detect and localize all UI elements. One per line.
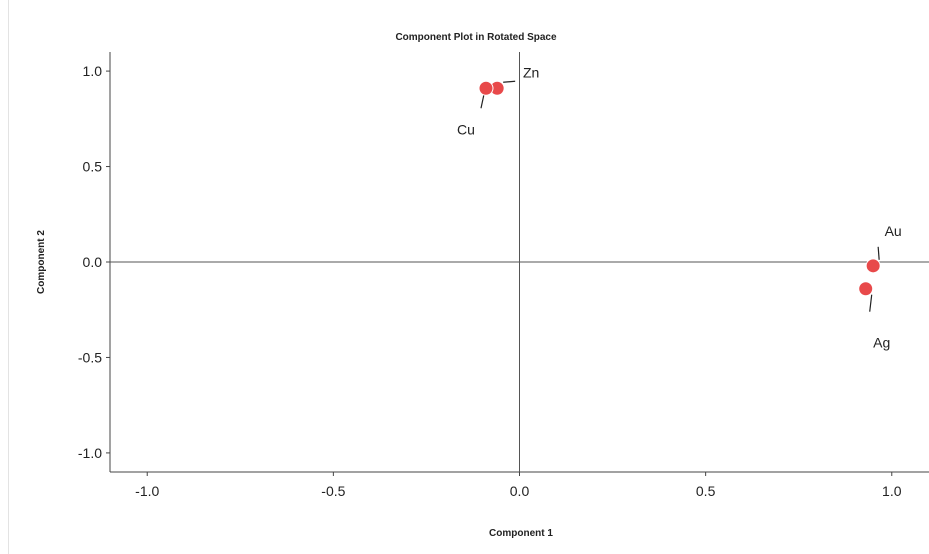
y-axis-title: Component 2 <box>36 230 47 294</box>
data-point-ag[interactable] <box>858 281 874 297</box>
x-axis-title: Component 1 <box>489 528 553 539</box>
point-label-zn: Zn <box>523 64 539 80</box>
leader-line-ag <box>869 294 873 312</box>
chart-title: Component Plot in Rotated Space <box>395 32 557 43</box>
data-point-au[interactable] <box>865 258 881 274</box>
panel-left-border <box>8 0 9 554</box>
y-tick-label: 0.0 <box>83 254 103 270</box>
point-label-cu: Cu <box>457 121 475 137</box>
leader-line-au <box>877 246 880 260</box>
x-tick-label: -0.5 <box>321 483 345 499</box>
leader-line-zn <box>503 80 516 83</box>
leader-line-cu <box>480 94 485 109</box>
y-tick-label: -1.0 <box>78 445 102 461</box>
x-tick-label: 1.0 <box>882 483 902 499</box>
y-tick-label: 1.0 <box>83 63 103 79</box>
x-tick-label: 0.0 <box>510 483 530 499</box>
point-label-au: Au <box>885 223 902 239</box>
x-tick-label: 0.5 <box>696 483 716 499</box>
y-tick-label: -0.5 <box>78 349 102 365</box>
point-label-ag: Ag <box>873 335 890 351</box>
data-point-cu[interactable] <box>478 80 494 96</box>
y-tick-label: 0.5 <box>83 159 103 175</box>
x-tick-label: -1.0 <box>135 483 159 499</box>
